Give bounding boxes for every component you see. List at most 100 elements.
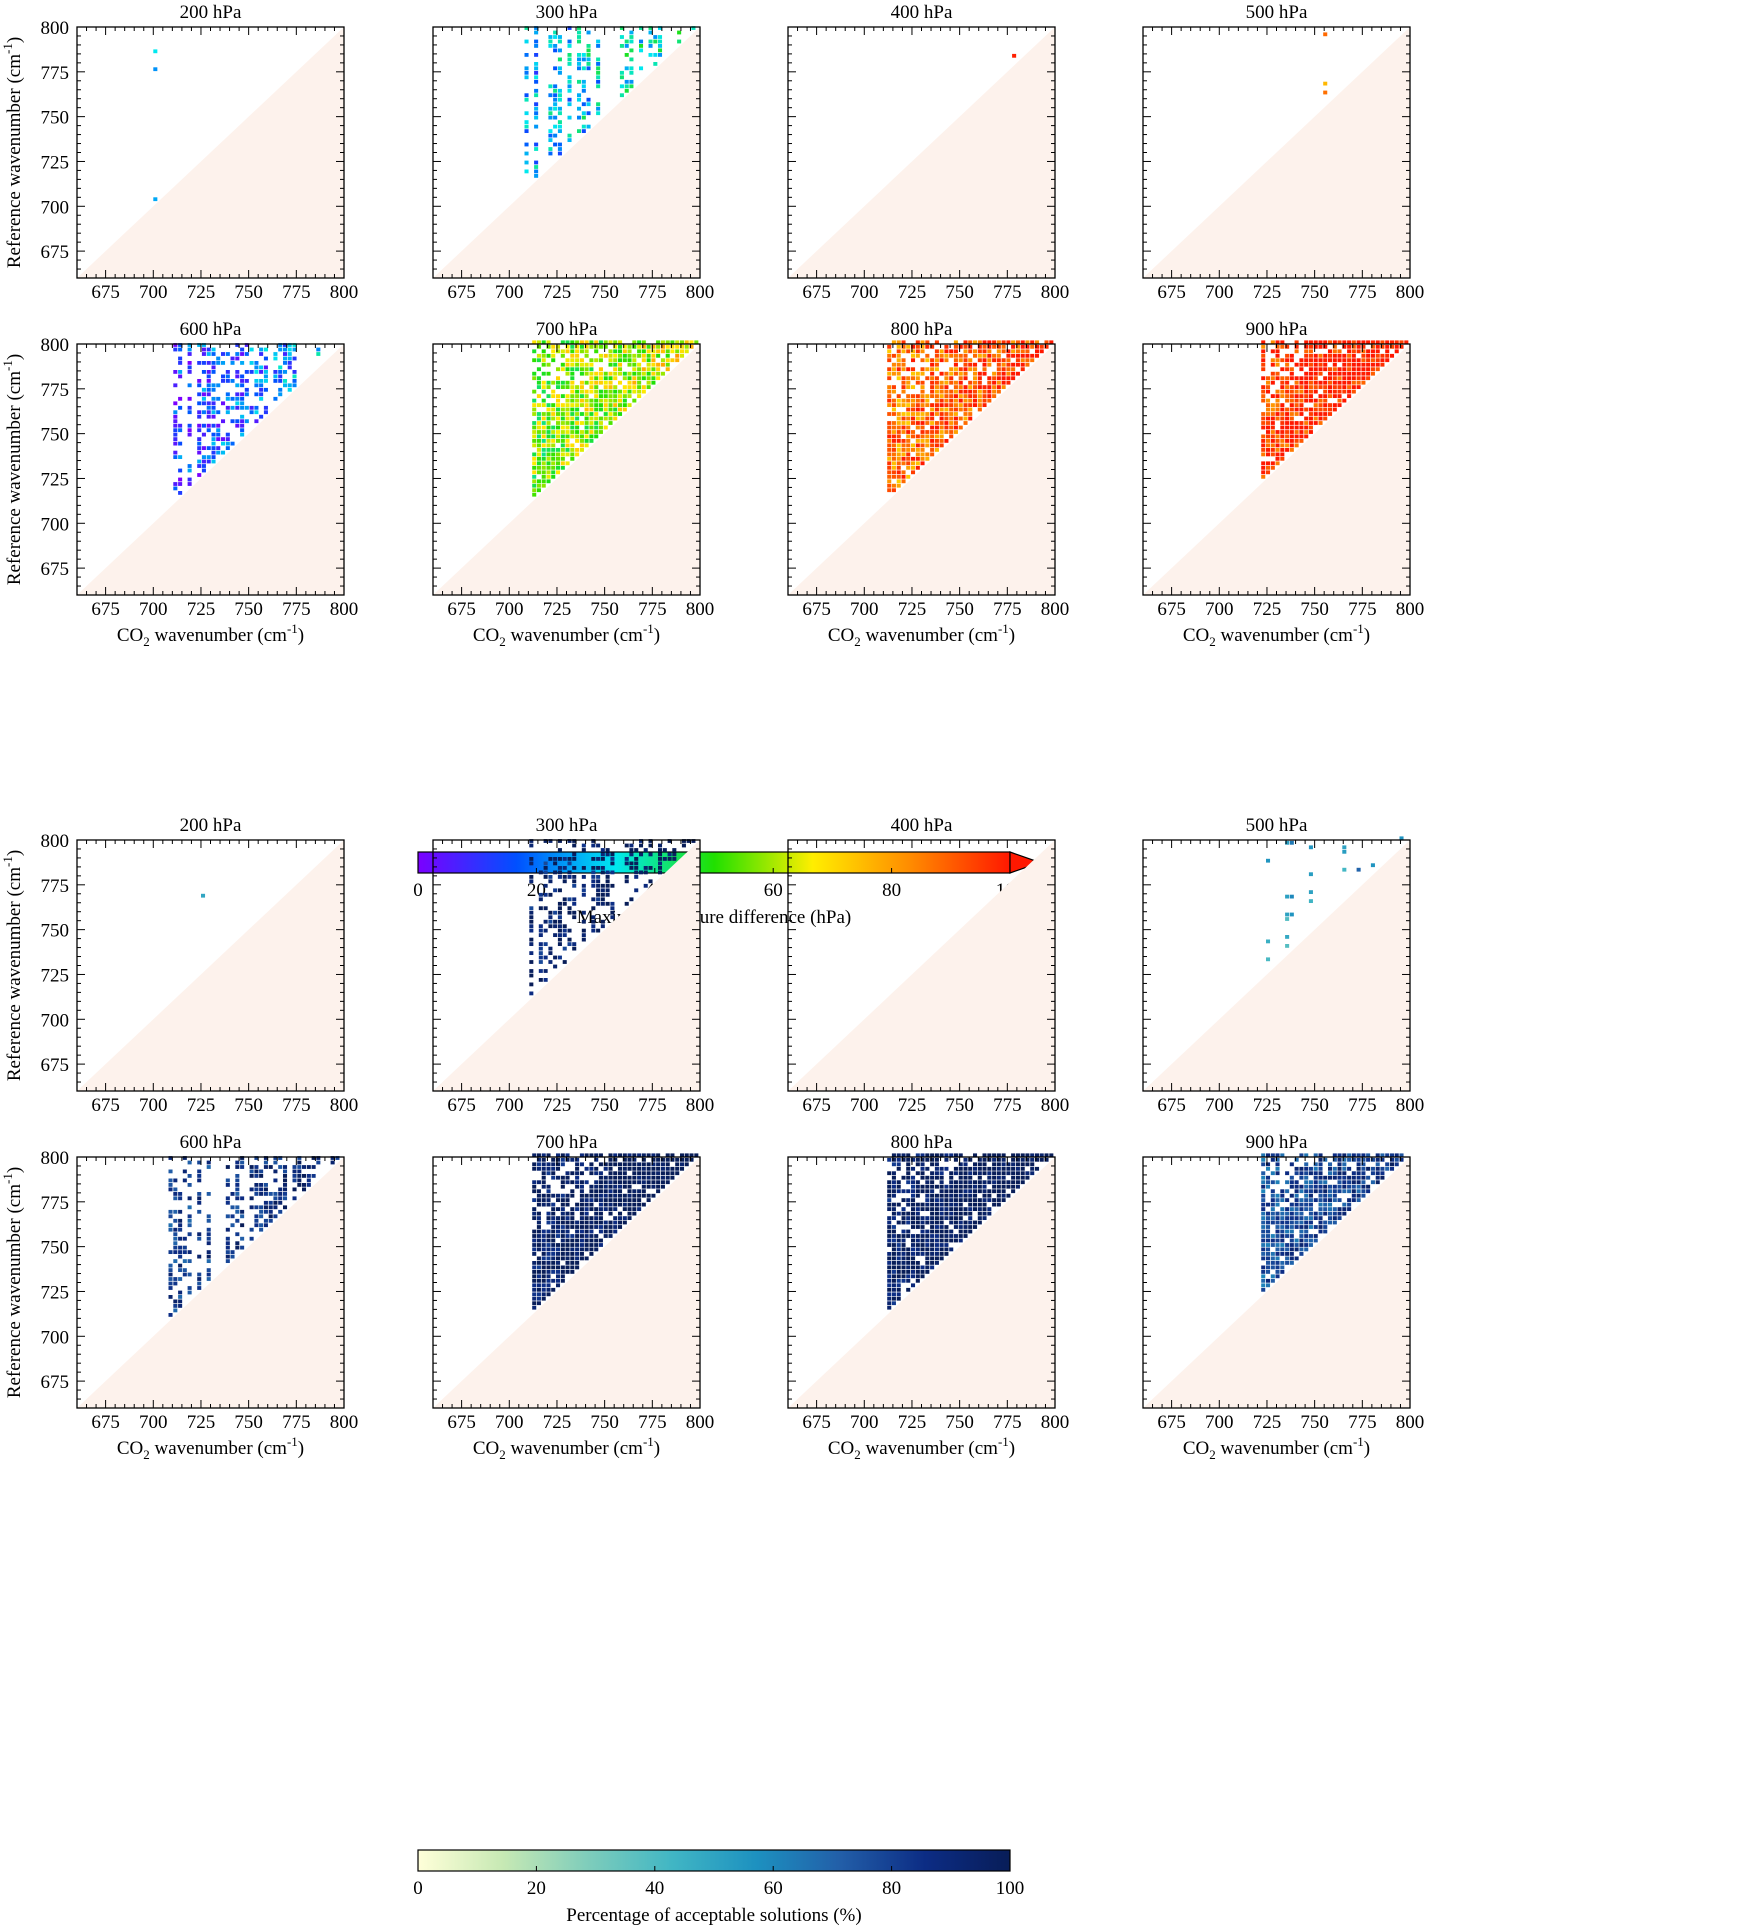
heatmap-cell xyxy=(565,1193,570,1198)
heatmap-cell xyxy=(891,362,896,367)
heatmap-cell xyxy=(201,468,206,473)
heatmap-cell xyxy=(206,405,211,410)
heatmap-cell xyxy=(579,1247,584,1252)
heatmap-cell xyxy=(944,412,949,416)
heatmap-cell xyxy=(627,1180,632,1185)
heatmap-cell xyxy=(551,443,556,448)
heatmap-cell xyxy=(627,1175,632,1180)
heatmap-cell xyxy=(958,344,963,349)
heatmap-cell xyxy=(901,448,906,452)
heatmap-cell xyxy=(677,30,682,35)
heatmap-cell xyxy=(608,1234,613,1238)
heatmap-cell xyxy=(557,910,562,915)
x-tick-label: 675 xyxy=(91,1095,120,1116)
heatmap-cell xyxy=(240,347,245,352)
heatmap-cell xyxy=(589,430,594,434)
heatmap-cell xyxy=(963,416,968,421)
heatmap-cell xyxy=(570,448,575,452)
heatmap-cell xyxy=(570,398,575,403)
heatmap-cell xyxy=(584,403,589,408)
heatmap-cell xyxy=(534,66,539,71)
heatmap-cell xyxy=(197,1209,202,1214)
heatmap-cell xyxy=(551,1211,556,1216)
heatmap-cell xyxy=(613,358,618,363)
heatmap-cell xyxy=(608,1184,613,1189)
heatmap-cell xyxy=(911,1265,916,1270)
heatmap-cell xyxy=(632,376,637,381)
heatmap-cell xyxy=(187,365,192,370)
heatmap-cell xyxy=(1323,376,1328,381)
heatmap-cell xyxy=(577,57,582,62)
heatmap-cell xyxy=(608,1153,613,1158)
heatmap-cell xyxy=(1304,430,1309,434)
heatmap-cell xyxy=(694,1153,699,1158)
colorbar-extend-arrow xyxy=(1009,851,1042,874)
heatmap-cell xyxy=(658,843,663,848)
heatmap-cell xyxy=(920,407,925,412)
heatmap-cell xyxy=(953,385,958,390)
heatmap-cell xyxy=(660,344,665,349)
heatmap-cell xyxy=(930,1193,935,1198)
heatmap-cell xyxy=(656,349,661,354)
heatmap-cell xyxy=(608,376,613,381)
heatmap-cell xyxy=(565,1198,570,1203)
excluded-triangle xyxy=(433,344,700,595)
heatmap-cell xyxy=(240,1236,245,1241)
heatmap-cell xyxy=(1266,957,1271,962)
heatmap-cell xyxy=(1304,416,1309,421)
heatmap-cell xyxy=(618,367,623,372)
heatmap-cell xyxy=(680,1157,685,1162)
heatmap-cell xyxy=(977,385,982,390)
heatmap-cell xyxy=(546,474,551,479)
heatmap-cell xyxy=(1261,448,1266,452)
heatmap-cell xyxy=(278,1156,283,1160)
heatmap-cell xyxy=(613,1202,618,1207)
heatmap-cell xyxy=(553,35,558,39)
heatmap-cell xyxy=(949,434,954,439)
heatmap-cell xyxy=(613,371,618,376)
heatmap-cell xyxy=(632,1171,637,1176)
heatmap-cell xyxy=(901,425,906,430)
heatmap-cell xyxy=(887,488,892,493)
heatmap-cell xyxy=(930,380,935,385)
heatmap-cell xyxy=(546,1211,551,1216)
heatmap-cell xyxy=(891,403,896,408)
heatmap-cell xyxy=(560,1274,565,1279)
heatmap-cell xyxy=(915,1162,920,1167)
heatmap-cell xyxy=(613,362,618,367)
heatmap-cell xyxy=(1356,344,1361,349)
heatmap-cell xyxy=(1280,340,1285,345)
heatmap-cell xyxy=(211,347,216,352)
heatmap-cell xyxy=(1351,344,1356,349)
heatmap-cell xyxy=(575,1207,580,1212)
heatmap-cell xyxy=(532,439,537,443)
heatmap-cell xyxy=(920,430,925,434)
heatmap-cell xyxy=(581,883,586,888)
heatmap-cell xyxy=(278,379,283,383)
heatmap-cell xyxy=(992,358,997,363)
heatmap-cell xyxy=(637,376,642,381)
heatmap-cell xyxy=(178,1268,183,1273)
heatmap-cell xyxy=(1318,421,1323,425)
heatmap-cell xyxy=(254,1165,259,1169)
y-axis-label: Reference wavenumber (cm-1) xyxy=(0,1167,25,1398)
heatmap-cell xyxy=(589,340,594,345)
heatmap-cell xyxy=(206,1241,211,1246)
heatmap-cell xyxy=(575,344,580,349)
heatmap-cell xyxy=(641,1153,646,1158)
heatmap-cell xyxy=(173,1196,178,1201)
heatmap-cell xyxy=(906,349,911,354)
heatmap-cell xyxy=(532,1301,537,1306)
heatmap-cell xyxy=(632,1153,637,1158)
heatmap-cell xyxy=(551,1202,556,1207)
heatmap-cell xyxy=(660,1166,665,1171)
heatmap-cell xyxy=(579,448,584,452)
heatmap-cell xyxy=(1261,439,1266,443)
heatmap-cell xyxy=(939,407,944,412)
heatmap-cell xyxy=(598,1171,603,1176)
heatmap-cell xyxy=(1370,353,1375,358)
heatmap-cell xyxy=(560,367,565,372)
heatmap-cell xyxy=(556,394,561,399)
heatmap-cell xyxy=(201,455,206,460)
heatmap-cell xyxy=(594,416,599,421)
